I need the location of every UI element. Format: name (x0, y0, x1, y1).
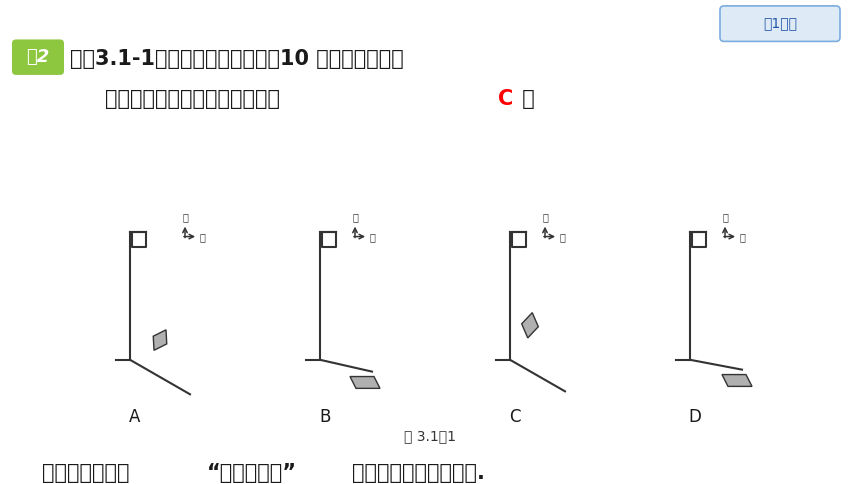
Text: 东: 东 (560, 232, 566, 242)
Text: 旗杆与其影子的位置关系的是（: 旗杆与其影子的位置关系的是（ (105, 89, 287, 108)
Text: 解题秘方：紧扣: 解题秘方：紧扣 (42, 463, 130, 483)
Polygon shape (153, 330, 167, 350)
Text: 北: 北 (542, 212, 548, 222)
FancyBboxPatch shape (12, 39, 64, 75)
Text: 北: 北 (182, 212, 188, 222)
Text: 东: 东 (200, 232, 206, 242)
Text: D: D (689, 408, 702, 426)
FancyBboxPatch shape (720, 6, 840, 42)
Text: 北: 北 (722, 212, 728, 222)
Polygon shape (722, 375, 752, 386)
Text: A: A (129, 408, 141, 426)
Text: 知1一讲: 知1一讲 (763, 16, 797, 30)
Polygon shape (522, 313, 538, 338)
Text: 结合生活体验进行判断.: 结合生活体验进行判断. (352, 463, 485, 483)
Text: C: C (509, 408, 521, 426)
Polygon shape (350, 377, 380, 388)
Text: 如图3.1-1，能近似反映冬季上午10 时你所在学校的: 如图3.1-1，能近似反映冬季上午10 时你所在学校的 (70, 49, 403, 69)
Text: C: C (498, 89, 513, 108)
Text: 北: 北 (352, 212, 358, 222)
Text: 东: 东 (740, 232, 746, 242)
Text: 图 3.1－1: 图 3.1－1 (404, 430, 456, 444)
Text: ）: ） (515, 89, 535, 108)
Text: 东: 东 (370, 232, 376, 242)
Text: 例2: 例2 (27, 48, 50, 66)
Text: B: B (319, 408, 331, 426)
Text: “投影的特征”: “投影的特征” (207, 463, 297, 483)
